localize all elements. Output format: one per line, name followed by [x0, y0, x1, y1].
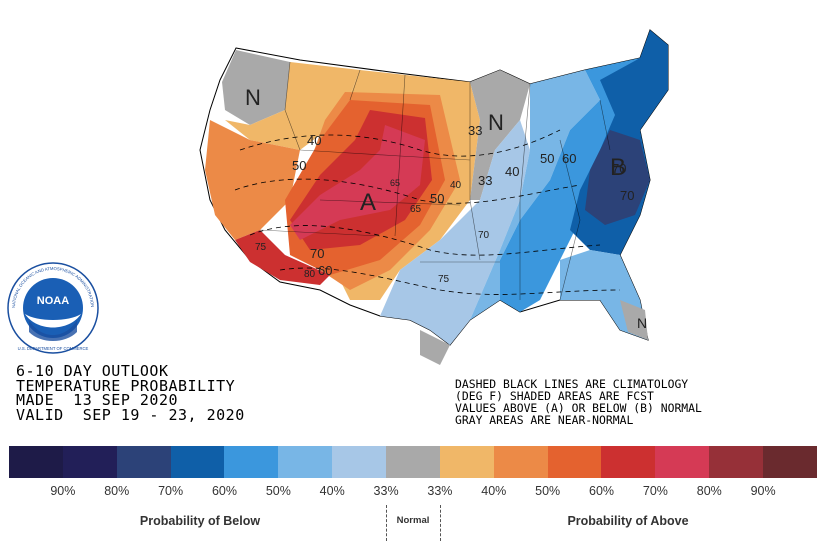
legend-tick-label: 40%	[319, 484, 345, 498]
normal-divider-right	[440, 505, 441, 541]
contour-label: 50	[430, 191, 444, 206]
legend-tick-label: 90%	[750, 484, 776, 498]
contour-label: 70	[310, 246, 324, 261]
shade-above-70-southwest	[235, 230, 330, 285]
legend-swatch	[9, 446, 63, 478]
shade-above-50-west	[205, 120, 300, 240]
legend-tick-label: 70%	[158, 484, 184, 498]
legend-tick-label: 90%	[50, 484, 76, 498]
legend-swatch	[170, 446, 225, 478]
contour-label: 40	[505, 164, 519, 179]
shade-near-normal-west	[222, 50, 290, 125]
logo-text: NOAA	[37, 295, 69, 307]
legend-tick-label: 33%	[427, 484, 453, 498]
legend-swatch	[439, 446, 494, 478]
contour-label: 65	[390, 178, 400, 188]
legend-tick-label: 40%	[481, 484, 507, 498]
temperature-outlook-map: N N A B N 40 50 33 50 60 40 33 65 70 50 …	[199, 29, 669, 365]
legend-tick-label: 70%	[642, 484, 668, 498]
legend-swatch	[763, 446, 817, 478]
logo-bottom-text: U.S. DEPARTMENT OF COMMERCE	[18, 346, 89, 351]
legend-tick-label: 60%	[589, 484, 615, 498]
contour-label: 70	[612, 161, 626, 176]
legend-swatch	[62, 446, 117, 478]
contour-label: 70	[620, 188, 634, 203]
contour-label: 60	[318, 263, 332, 278]
legend-tick-label: 50%	[535, 484, 561, 498]
map-canvas: N N A B N 40 50 33 50 60 40 33 65 70 50 …	[199, 29, 669, 365]
legend-swatch	[655, 446, 710, 478]
legend-swatch	[116, 446, 171, 478]
shade-below-33-plains	[380, 120, 530, 345]
map-notes: DASHED BLACK LINES ARE CLIMATOLOGY (DEG F…	[455, 378, 702, 426]
outlook-title: 6-10 DAY OUTLOOK	[16, 362, 169, 380]
shade-near-normal-midwest	[470, 70, 530, 200]
shade-below-70-east-coast	[585, 130, 650, 225]
shade-near-normal-texas	[420, 330, 450, 365]
legend-swatch	[386, 446, 440, 478]
normal-caption: Normal	[396, 515, 430, 526]
contour-label: 50	[540, 151, 554, 166]
center-label-midwest-normal: N	[488, 110, 504, 135]
outlook-info: 6-10 DAY OUTLOOK TEMPERATURE PROBABILITY M…	[16, 364, 245, 422]
note-line: VALUES ABOVE (A) OR BELOW (B) NORMAL	[455, 401, 702, 415]
contour-label: 33	[478, 173, 492, 188]
legend-swatch	[547, 446, 602, 478]
legend-tick-label: 80%	[104, 484, 130, 498]
legend-swatch	[601, 446, 656, 478]
shade-below-40-east	[470, 70, 600, 320]
center-label-above: A	[360, 189, 376, 216]
above-caption: Probability of Above	[567, 514, 689, 528]
state-boundaries	[259, 61, 611, 301]
noaa-logo: NOAA NATIONAL OCEANIC AND ATMOSPHERIC AD…	[7, 262, 99, 354]
center-label-florida-normal: N	[637, 315, 647, 331]
note-line: DASHED BLACK LINES ARE CLIMATOLOGY	[455, 377, 689, 391]
probability-legend	[9, 446, 817, 478]
contour-label: 33	[468, 123, 482, 138]
legend-swatch	[332, 446, 387, 478]
contour-label: 40	[307, 133, 321, 148]
normal-divider-left	[386, 505, 387, 541]
center-label-west-normal: N	[245, 85, 261, 110]
center-label-below: B	[610, 154, 626, 181]
note-line: (DEG F) SHADED AREAS ARE FCST	[455, 389, 654, 403]
contour-label: 80	[304, 269, 316, 280]
legend-swatch	[224, 446, 279, 478]
legend-tick-label: 50%	[265, 484, 291, 498]
legend-tick-label: 33%	[373, 484, 399, 498]
outlook-subtitle: TEMPERATURE PROBABILITY	[16, 376, 236, 395]
outlook-valid-dates: VALID SEP 19 - 23, 2020	[16, 405, 245, 424]
legend-swatch	[709, 446, 764, 478]
legend-tick-label: 60%	[211, 484, 237, 498]
contour-label: 60	[562, 151, 576, 166]
contour-label: 70	[478, 230, 490, 241]
contour-label: 50	[292, 158, 306, 173]
contour-label: 40	[450, 180, 462, 191]
legend-swatch	[278, 446, 333, 478]
contour-label: 75	[255, 242, 267, 253]
legend-tick-label: 80%	[696, 484, 722, 498]
legend-swatch	[493, 446, 548, 478]
contour-label: 65	[410, 204, 422, 215]
note-line: GRAY AREAS ARE NEAR-NORMAL	[455, 413, 634, 427]
outlook-made-date: MADE 13 SEP 2020	[16, 391, 179, 409]
climatology-lines	[234, 129, 621, 295]
shade-near-normal-florida	[620, 300, 648, 340]
shade-above-80	[290, 125, 425, 240]
below-caption: Probability of Below	[139, 514, 261, 528]
contour-label: 75	[438, 274, 450, 285]
